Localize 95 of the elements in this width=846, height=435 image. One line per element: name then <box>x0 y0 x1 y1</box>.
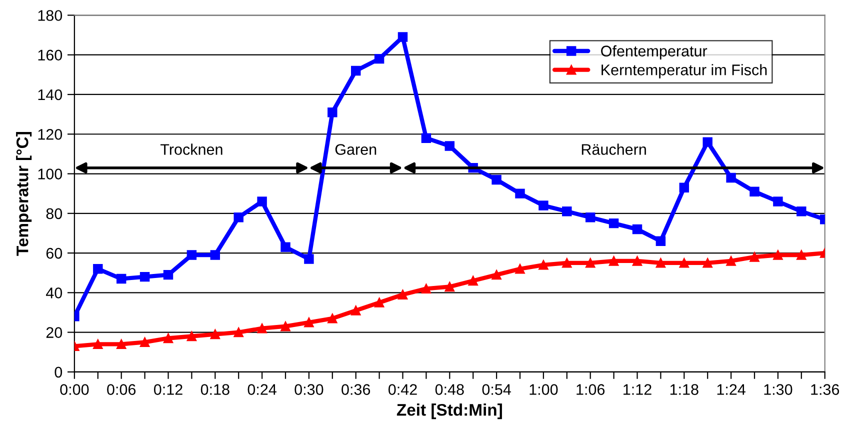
point <box>116 339 126 350</box>
point <box>280 321 290 332</box>
point <box>398 32 408 42</box>
point <box>374 298 384 308</box>
point <box>374 54 384 64</box>
point <box>280 242 290 252</box>
x-tick-label: 1:30 <box>764 384 792 395</box>
point <box>750 186 760 196</box>
point <box>656 236 666 246</box>
point <box>257 323 267 334</box>
point <box>398 290 408 300</box>
point <box>304 254 314 264</box>
y-tick-label: 20 <box>46 327 62 338</box>
x-axis-title: Zeit [Std:Min] <box>396 404 502 420</box>
point <box>585 212 596 222</box>
x-tick-label: 0:18 <box>200 384 230 395</box>
y-tick-label: 100 <box>38 168 62 180</box>
point <box>328 314 338 324</box>
point <box>421 284 432 294</box>
point <box>796 206 806 216</box>
x-tick-label: 1:12 <box>624 384 652 395</box>
point <box>796 250 806 260</box>
point <box>608 218 619 228</box>
point <box>93 264 103 274</box>
point <box>140 272 150 282</box>
point <box>234 212 244 222</box>
point <box>679 258 690 268</box>
point <box>234 327 244 338</box>
x-tick-label: 1:00 <box>530 384 558 395</box>
x-tick-label: 1:36 <box>811 384 840 395</box>
x-tick-label: 1:06 <box>576 384 605 395</box>
point <box>679 182 690 192</box>
point <box>350 66 361 76</box>
x-tick-label: 0:48 <box>435 384 464 395</box>
point <box>632 256 642 266</box>
point <box>257 196 267 206</box>
point <box>492 270 502 280</box>
point <box>444 141 455 151</box>
point <box>468 276 478 286</box>
point <box>93 339 103 350</box>
annotation: Trocknen <box>160 144 222 155</box>
point <box>726 172 736 183</box>
point <box>492 174 502 185</box>
x-tick-label: 0:12 <box>154 384 182 395</box>
point <box>515 188 525 198</box>
point <box>632 224 642 234</box>
x-tick-label: 0:00 <box>60 384 89 395</box>
y-tick-label: 0 <box>54 366 62 378</box>
point <box>116 274 126 284</box>
y-tick-label: 40 <box>46 288 62 298</box>
x-tick-label: 0:30 <box>294 384 324 395</box>
x-tick-label: 1:24 <box>717 384 746 395</box>
point <box>210 329 220 340</box>
y-tick-label: 80 <box>46 208 62 220</box>
point <box>702 258 712 268</box>
point <box>186 331 197 342</box>
y-tick-label: 140 <box>38 89 62 100</box>
x-tick-label: 0:42 <box>388 384 417 395</box>
point <box>421 133 432 143</box>
point <box>538 200 548 210</box>
point <box>608 256 619 266</box>
point <box>562 206 572 216</box>
point <box>328 107 338 118</box>
point <box>773 196 783 206</box>
annotation: Räuchern <box>582 144 646 155</box>
y-tick-label: 160 <box>38 50 62 61</box>
point <box>163 270 174 280</box>
y-axis-title: Temperatur [°C] <box>16 132 32 256</box>
point <box>750 252 760 262</box>
point <box>585 258 596 268</box>
point <box>304 318 314 328</box>
annotation: Garen <box>335 144 376 155</box>
point <box>140 337 150 348</box>
y-tick-label: 120 <box>38 128 62 140</box>
point <box>726 256 736 266</box>
x-tick-label: 1:18 <box>670 384 698 395</box>
legend-label: Kerntemperatur im Fisch <box>602 64 767 78</box>
y-tick-label: 60 <box>46 248 62 259</box>
point <box>773 250 783 260</box>
legend-label: Ofentemperatur <box>601 45 708 60</box>
point <box>444 282 455 292</box>
point <box>210 250 220 260</box>
point <box>702 137 712 147</box>
point <box>538 260 548 270</box>
point <box>186 250 197 260</box>
point <box>562 258 572 268</box>
y-tick-label: 180 <box>38 10 62 21</box>
x-tick-label: 0:24 <box>248 384 276 395</box>
point <box>656 258 666 268</box>
x-tick-label: 0:06 <box>107 384 136 395</box>
point <box>515 264 525 274</box>
point <box>163 333 174 344</box>
x-tick-label: 0:54 <box>482 384 511 395</box>
x-tick-label: 0:36 <box>342 384 370 395</box>
point <box>350 306 361 316</box>
